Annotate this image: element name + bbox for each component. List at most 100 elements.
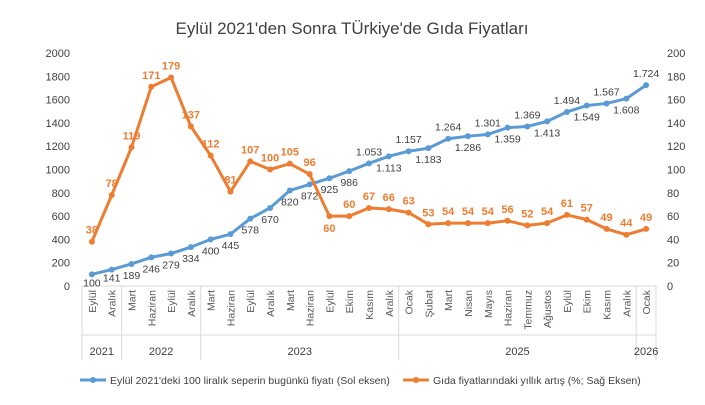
data-label: 246 [143,263,161,275]
data-label: 100 [261,153,279,165]
y-left-tick-label: 1800 [46,71,70,83]
x-tick-label: Haziran [225,290,237,326]
x-tick-label: Ocak [404,289,416,314]
x-tick-label: Eylül [245,290,257,313]
x-tick-label: Eylül [166,290,178,313]
data-point [425,221,432,228]
x-year-label: 2026 [634,346,658,358]
data-label: 61 [561,198,573,210]
x-tick-label: Eylül [324,290,336,313]
legend-label: Eylül 2021'deki 100 liralık seperin bugü… [110,375,390,387]
x-tick-label: Nisan [463,290,475,317]
data-point [603,225,610,232]
data-label: 66 [383,192,395,204]
data-label: 54 [442,206,455,218]
data-point [445,135,452,142]
x-year-label: 2022 [149,346,173,358]
data-point [286,160,293,167]
data-point [544,220,551,227]
data-label: 105 [281,147,299,159]
y-left-tick-label: 1600 [46,95,70,107]
data-label: 872 [301,190,319,202]
data-label: 78 [106,178,118,190]
data-point [227,188,234,195]
x-year-label: 2023 [287,346,311,358]
data-label: 141 [103,273,121,285]
data-point [207,236,214,243]
data-point [623,95,630,102]
data-point [247,215,254,222]
x-tick-label: Ağustos [542,290,554,328]
data-point [563,108,570,115]
y-left-tick-label: 1000 [46,165,70,177]
data-point [128,260,135,267]
data-label: 1.113 [376,162,402,174]
data-point [544,118,551,125]
x-tick-label: Mart [443,290,455,311]
data-label: 1.369 [514,110,540,122]
data-point [187,244,194,251]
data-point [464,220,471,227]
data-label: 1.301 [475,117,501,129]
data-point [366,204,372,211]
data-label: 60 [343,199,355,211]
x-tick-label: Kasım [602,290,614,320]
data-label: 1.494 [554,95,580,107]
data-point [504,124,511,131]
data-label: 670 [261,214,279,226]
data-point [603,100,610,107]
data-label: 137 [182,109,200,121]
data-label: 44 [620,218,633,230]
x-year-label: 2025 [505,346,529,358]
data-point [346,168,353,175]
data-point [524,123,531,130]
data-label: 38 [86,225,98,237]
y-right-tick-label: 180 [667,71,685,83]
x-tick-label: Ekim [582,290,594,314]
data-point [504,217,511,224]
data-point [267,166,274,173]
data-point [306,171,313,178]
data-point [88,238,95,245]
data-point [464,133,471,140]
data-point [385,153,392,160]
data-point [425,145,432,152]
legend-marker [413,377,419,383]
data-label: 56 [501,204,513,216]
data-point [267,204,274,211]
data-point [108,192,115,199]
data-label: 107 [241,144,259,156]
data-label: 820 [281,196,299,208]
legend-label: Gıda fiyatlarındaki yıllık artış (%; Sağ… [433,375,641,387]
x-tick-label: Mayıs [483,290,495,318]
data-point [207,152,214,159]
x-tick-label: Haziran [305,290,317,326]
data-point [405,209,412,216]
data-label: 925 [321,184,339,196]
y-right-tick-label: 200 [667,48,685,60]
data-point [148,254,155,261]
data-point [366,160,372,167]
x-tick-label: Şubat [423,290,435,318]
data-label: 52 [521,208,533,220]
x-tick-label: Haziran [146,290,158,326]
x-tick-label: Aralık [107,289,119,317]
y-left-tick-label: 400 [52,234,70,246]
data-label: 49 [600,212,612,224]
data-point [88,271,95,278]
data-label: 1.724 [633,68,659,80]
data-label: 1.567 [593,86,619,98]
data-point [168,74,175,81]
x-tick-label: Haziran [503,290,515,326]
data-point [583,216,590,223]
y-right-tick-label: 80 [667,188,679,200]
x-tick-label: Aralık [621,289,633,317]
data-point [643,225,650,232]
data-label: 1.413 [534,127,560,139]
data-point [306,181,313,188]
data-label: 96 [303,157,315,169]
data-point [583,102,590,109]
data-label: 112 [202,139,220,151]
data-point [623,231,630,238]
